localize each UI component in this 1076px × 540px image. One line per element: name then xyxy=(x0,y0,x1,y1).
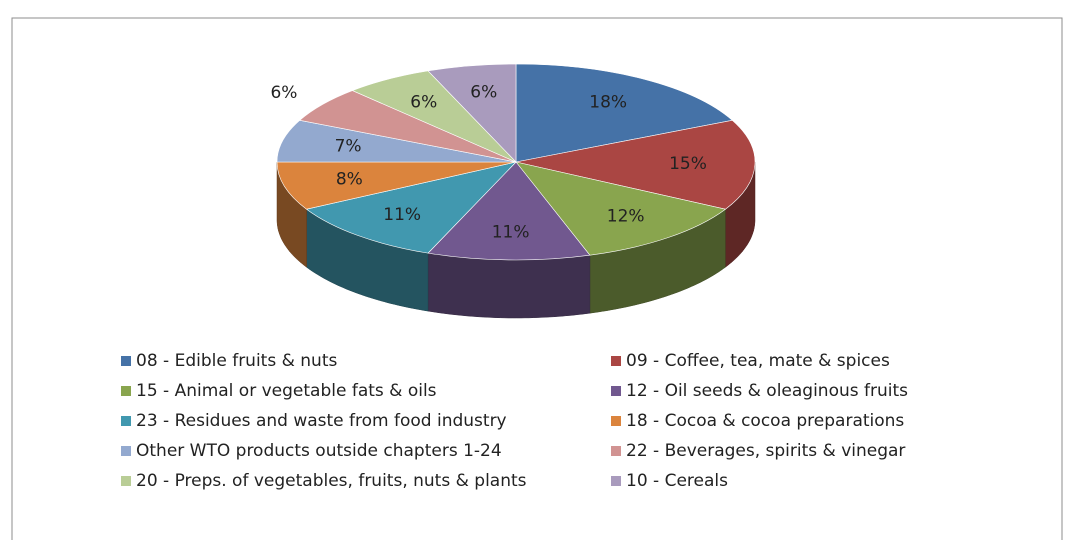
data-label: 6% xyxy=(410,92,437,112)
data-label: 15% xyxy=(669,154,707,174)
legend-swatch xyxy=(611,386,621,396)
legend-label: 23 - Residues and waste from food indust… xyxy=(136,411,507,431)
pie-slice xyxy=(515,63,733,163)
legend-swatch xyxy=(121,476,131,486)
pie-slice xyxy=(515,161,727,256)
legend-label: 12 - Oil seeds & oleaginous fruits xyxy=(626,381,908,401)
legend-label: 20 - Preps. of vegetables, fruits, nuts … xyxy=(136,471,527,491)
legend-swatch xyxy=(121,446,131,456)
data-label: 6% xyxy=(470,83,497,103)
legend-swatch xyxy=(611,476,621,486)
legend-swatch xyxy=(611,446,621,456)
data-label: 7% xyxy=(335,137,362,157)
data-label: 12% xyxy=(607,206,645,226)
pie-slice xyxy=(276,119,517,163)
data-label: 8% xyxy=(336,170,363,190)
legend-swatch xyxy=(611,356,621,366)
data-label: 18% xyxy=(589,92,627,112)
legend-swatch xyxy=(121,416,131,426)
pie-slice xyxy=(427,63,517,163)
pie-side xyxy=(427,252,591,319)
pie-slice xyxy=(305,161,517,254)
data-label: 11% xyxy=(383,205,421,225)
data-label: 6% xyxy=(270,83,297,103)
pie-slice xyxy=(427,161,591,261)
legend-label: 09 - Coffee, tea, mate & spices xyxy=(626,351,890,371)
legend-label: 18 - Cocoa & cocoa preparations xyxy=(626,411,904,431)
legend-label: 22 - Beverages, spirits & vinegar xyxy=(626,441,905,461)
legend-label: 15 - Animal or vegetable fats & oils xyxy=(136,381,437,401)
pie-slice xyxy=(276,161,517,210)
legend-label: 10 - Cereals xyxy=(626,471,728,491)
data-label: 11% xyxy=(492,223,530,243)
legend-label: Other WTO products outside chapters 1-24 xyxy=(136,441,502,461)
legend-swatch xyxy=(121,386,131,396)
legend-label: 08 - Edible fruits & nuts xyxy=(136,351,337,371)
legend-swatch xyxy=(611,416,621,426)
legend-swatch xyxy=(121,356,131,366)
pie-slice xyxy=(515,119,756,210)
